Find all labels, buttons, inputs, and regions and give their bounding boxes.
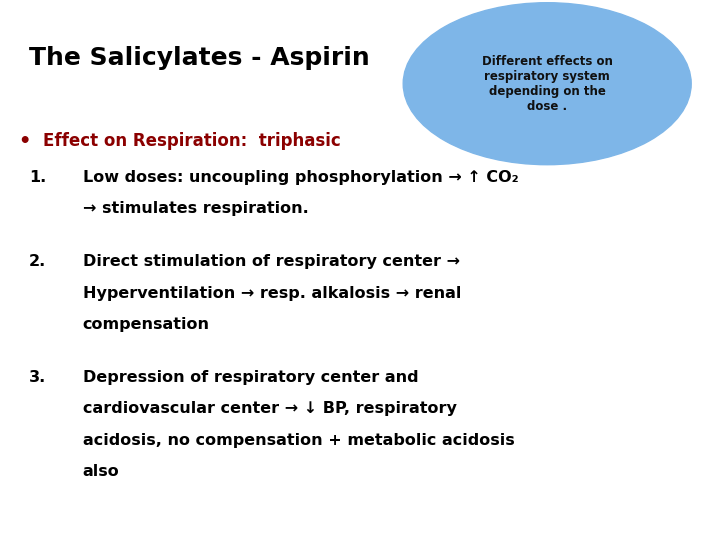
Text: cardiovascular center → ↓ BP, respiratory: cardiovascular center → ↓ BP, respirator… <box>83 401 456 416</box>
Text: Direct stimulation of respiratory center →: Direct stimulation of respiratory center… <box>83 254 460 269</box>
Text: 3.: 3. <box>29 370 46 385</box>
Text: compensation: compensation <box>83 317 210 332</box>
Text: also: also <box>83 464 120 479</box>
Text: Different effects on
respiratory system
depending on the
dose .: Different effects on respiratory system … <box>482 55 613 113</box>
Text: Low doses: uncoupling phosphorylation → ↑ CO₂: Low doses: uncoupling phosphorylation → … <box>83 170 518 185</box>
Text: The Salicylates - Aspirin: The Salicylates - Aspirin <box>29 46 369 70</box>
Text: Effect on Respiration:  triphasic: Effect on Respiration: triphasic <box>43 132 341 150</box>
Text: 1.: 1. <box>29 170 46 185</box>
Text: acidosis, no compensation + metabolic acidosis: acidosis, no compensation + metabolic ac… <box>83 433 515 448</box>
Ellipse shape <box>403 3 691 165</box>
Text: •: • <box>18 132 30 151</box>
Text: Depression of respiratory center and: Depression of respiratory center and <box>83 370 418 385</box>
Text: Hyperventilation → resp. alkalosis → renal: Hyperventilation → resp. alkalosis → ren… <box>83 286 462 301</box>
Text: 2.: 2. <box>29 254 46 269</box>
Text: → stimulates respiration.: → stimulates respiration. <box>83 201 309 217</box>
